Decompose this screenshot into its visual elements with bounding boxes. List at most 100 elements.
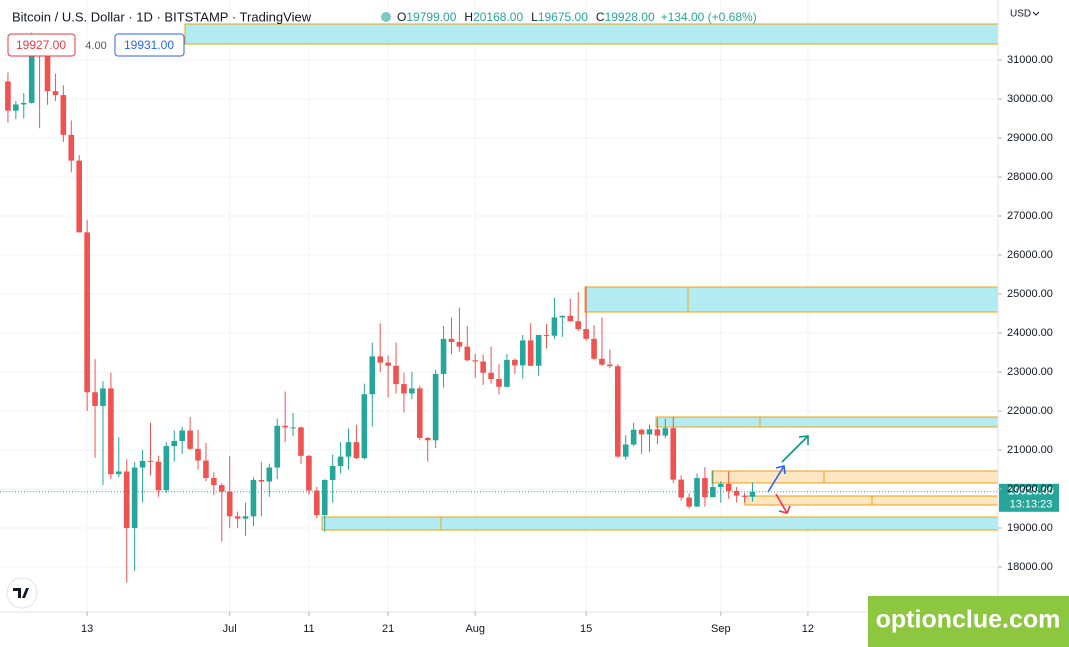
arrow [775, 493, 791, 514]
candle-body [329, 465, 336, 481]
legend-key: L [531, 10, 538, 24]
candle-body [321, 480, 328, 516]
y-tick-label: 24000.00 [1007, 327, 1053, 339]
candle-body [512, 359, 518, 366]
candle-body [432, 373, 439, 441]
y-tick-label: 26000.00 [1007, 249, 1053, 261]
x-tick-label: Jul [223, 623, 237, 635]
candle-body [480, 361, 486, 373]
candle-body [575, 321, 582, 330]
zone [655, 416, 999, 428]
candle-body [543, 334, 550, 336]
candle-body [290, 427, 296, 429]
candle-body [638, 429, 645, 435]
candle-body [702, 478, 708, 498]
candle-body [678, 479, 684, 498]
candle-body [749, 491, 756, 497]
candles [5, 32, 756, 583]
candle-body [551, 317, 558, 336]
spread: 4.00 [85, 40, 106, 52]
legend-value: 20168.00 [473, 10, 523, 24]
y-tick-label: 23000.00 [1007, 366, 1053, 378]
candle-body [464, 346, 471, 361]
bid: 19927.00 [16, 38, 66, 52]
x-tick-label: 13 [81, 623, 93, 635]
candle-body [361, 394, 368, 459]
dropdown-icon [1032, 11, 1040, 16]
candle-body [654, 429, 661, 436]
candle-body [591, 338, 597, 359]
zone [584, 286, 999, 313]
legend-value: 19799.00 [406, 10, 456, 24]
candle-body [84, 232, 90, 393]
zone [711, 470, 999, 484]
candle-body [741, 495, 748, 497]
candle-body [163, 446, 170, 491]
y-tick-label: 19000.00 [1007, 522, 1053, 534]
candle-body [393, 365, 399, 385]
last-price-label: 19928.00 [1008, 486, 1054, 498]
ask-box[interactable] [114, 33, 185, 57]
candle-body [131, 467, 138, 528]
y-tick-label: 29000.00 [1007, 132, 1053, 144]
candle-body [416, 388, 423, 438]
candle-body [274, 425, 281, 468]
watermark: optionclue.com [876, 606, 1061, 634]
candle-body [646, 429, 653, 435]
candle-body [266, 467, 273, 482]
currency[interactable]: USD [1010, 9, 1031, 20]
ohlc-legend: O19799.00 H20168.00 L19675.00 C19928.00 +134… [397, 10, 757, 24]
candle-body [345, 442, 352, 457]
candle-body [519, 340, 526, 366]
candle-body [725, 483, 732, 491]
market-status [381, 12, 391, 22]
candle-body [686, 497, 692, 507]
x-tick-label: 11 [303, 623, 314, 635]
candle-body [567, 315, 574, 322]
candle-body [670, 428, 677, 480]
candle-body [139, 460, 146, 468]
candle-body [472, 360, 479, 362]
last-price-box [999, 483, 1059, 512]
candle-body [353, 442, 360, 459]
candle-body [44, 54, 51, 92]
candle-body [314, 490, 320, 516]
candle-body [13, 104, 19, 111]
candle-body [282, 425, 288, 428]
candle-body [504, 359, 510, 387]
candle-body [306, 455, 312, 491]
candle-body [440, 338, 447, 374]
candle-body [535, 334, 542, 366]
candle-body [717, 483, 724, 488]
candle-body [424, 437, 431, 441]
candle-body [599, 358, 605, 365]
y-tick-label: 28000.00 [1007, 171, 1053, 183]
candle-body [710, 487, 716, 498]
candle-body [250, 480, 257, 517]
y-tick-label: 18000.00 [1007, 561, 1053, 573]
candle-body [733, 490, 740, 496]
legend-value: 19675.00 [538, 10, 588, 24]
candle-body [385, 362, 391, 366]
y-tick-label: 21000.00 [1007, 444, 1053, 456]
candle-body [76, 160, 83, 233]
candle-body [448, 338, 455, 342]
candle-body [694, 478, 700, 507]
candle-body [607, 364, 613, 367]
candle-body [298, 427, 304, 456]
bid-box[interactable] [7, 33, 76, 57]
zone [184, 23, 999, 45]
x-tick-label: Sep [711, 623, 731, 635]
x-tick-label: 21 [382, 623, 394, 635]
candle-body [377, 356, 383, 363]
countdown: 13:13:23 [1010, 499, 1053, 511]
legend-change: +134.00 (+0.68%) [661, 10, 757, 24]
chart-title: Bitcoin / U.S. Dollar · 1D · BITSTAMP · … [12, 9, 312, 24]
candle-body [496, 379, 502, 387]
candle-body [527, 340, 534, 366]
candle-body [116, 471, 122, 475]
y-tick-label: 30000.00 [1007, 93, 1053, 105]
arrow [781, 435, 809, 463]
candle-body [5, 81, 11, 111]
legend-key: O [397, 10, 406, 24]
